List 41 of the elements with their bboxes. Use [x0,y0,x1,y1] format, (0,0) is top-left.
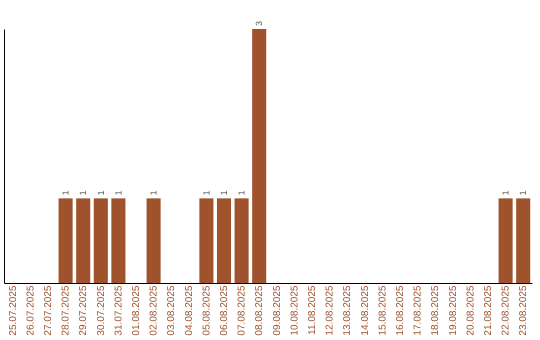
x-tick-label: 02.08.2025 [148,285,160,336]
x-tick-label: 23.08.2025 [518,285,530,336]
x-tick-label: 15.08.2025 [377,285,388,336]
data-label: 1 [96,190,106,196]
x-tick-label: 18.08.2025 [430,285,442,336]
x-tick-label: 06.08.2025 [219,285,230,336]
x-tick-label: 08.08.2025 [254,285,266,336]
x-tick-label: 11.08.2025 [307,285,318,335]
x-tick-label: 16.08.2025 [395,285,406,336]
x-tick-label: 04.08.2025 [184,285,195,336]
x-tick-label: 07.08.2025 [236,285,248,336]
data-label: 1 [500,190,511,196]
data-label: 1 [148,190,159,196]
data-label: 3 [254,20,264,26]
x-tick-label: 14.08.2025 [360,285,371,336]
data-label: 1 [219,190,229,196]
x-tick-label: 21.08.2025 [483,285,494,336]
data-label: 1 [236,190,247,196]
data-label: 1 [78,190,88,196]
data-label: 1 [113,190,124,196]
x-tick-label: 29.07.2025 [78,285,90,336]
data-label: 1 [60,190,71,196]
x-tick-label: 17.08.2025 [412,285,424,336]
x-tick-label: 03.08.2025 [166,285,178,336]
x-tick-label: 27.07.2025 [43,285,54,336]
x-tick-label: 20.08.2025 [465,285,476,336]
x-tick-label: 19.08.2025 [448,285,459,336]
x-tick-label: 09.08.2025 [272,285,283,336]
data-label: 1 [201,190,212,196]
x-tick-label: 01.08.2025 [131,285,142,336]
x-tick-label: 26.07.2025 [25,285,36,336]
x-tick-label: 31.07.2025 [113,285,124,336]
x-tick-label: 10.08.2025 [289,285,300,336]
x-tick-label: 28.07.2025 [60,285,72,336]
data-label: 1 [518,190,528,196]
x-tick-label: 25.07.2025 [8,285,19,336]
x-tick-label: 30.07.2025 [96,285,107,336]
x-tick-label: 22.08.2025 [500,285,512,336]
x-tick-label: 05.08.2025 [201,285,212,336]
x-tick-label: 12.08.2025 [324,285,336,336]
x-tick-label: 13.08.2025 [342,285,354,336]
